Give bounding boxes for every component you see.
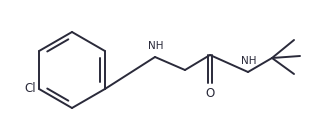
Text: O: O bbox=[205, 87, 215, 100]
Text: Cl: Cl bbox=[25, 82, 36, 95]
Text: NH: NH bbox=[148, 41, 164, 51]
Text: NH: NH bbox=[241, 56, 257, 66]
